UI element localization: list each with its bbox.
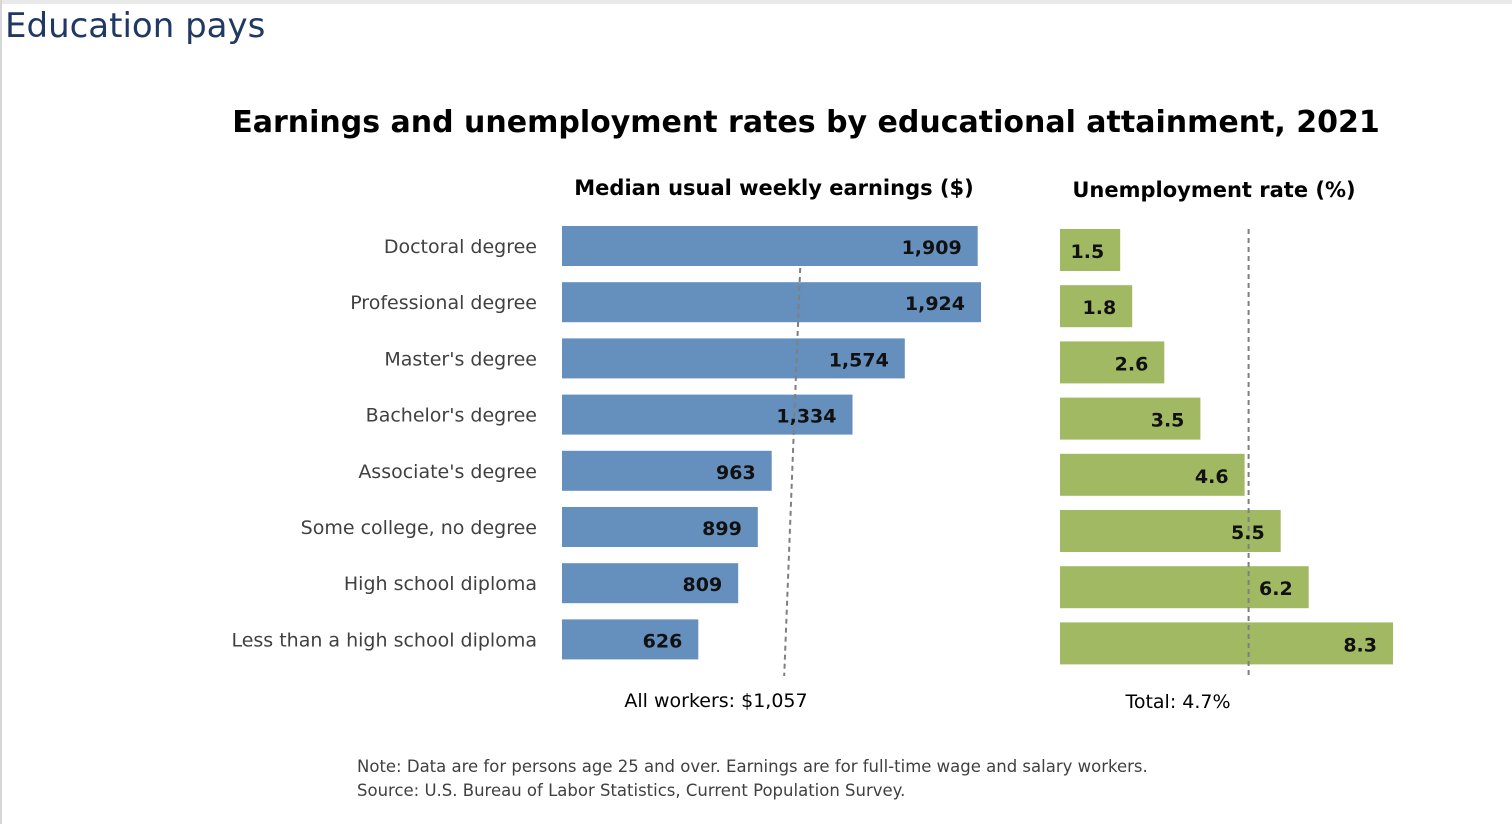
unemployment-value-label: 3.5	[1151, 410, 1185, 432]
earnings-bar	[562, 507, 758, 547]
earnings-panel-title: Median usual weekly earnings ($)	[574, 176, 973, 200]
unemployment-reference-label: Total: 4.7%	[1124, 691, 1230, 713]
unemployment-bar	[1060, 566, 1309, 609]
earnings-bar	[562, 338, 905, 379]
earnings-reference-label: All workers: $1,057	[624, 690, 807, 712]
earnings-bar	[562, 563, 739, 604]
chart-source: Source: U.S. Bureau of Labor Statistics,…	[357, 781, 905, 800]
earnings-bar	[562, 394, 853, 435]
unemployment-bar	[1060, 341, 1165, 384]
unemployment-value-label: 6.2	[1259, 578, 1293, 600]
earnings-bar	[562, 226, 978, 266]
category-label: Master's degree	[384, 348, 537, 370]
unemployment-panel-title: Unemployment rate (%)	[1072, 178, 1355, 202]
unemployment-value-label: 8.3	[1343, 634, 1377, 656]
category-label: Bachelor's degree	[366, 405, 537, 427]
earnings-value-label: 1,924	[905, 293, 965, 315]
page-title: Education pays	[5, 6, 266, 46]
earnings-value-label: 1,334	[776, 406, 836, 428]
left-border	[0, 0, 2, 824]
earnings-value-label: 809	[683, 574, 723, 596]
unemployment-bar	[1060, 229, 1121, 271]
unemployment-bar	[1060, 510, 1281, 552]
category-label: High school diploma	[344, 573, 537, 595]
category-label: Associate's degree	[358, 461, 537, 483]
earnings-value-label: 899	[702, 518, 742, 540]
earnings-bar	[562, 619, 699, 660]
unemployment-bar	[1060, 397, 1201, 440]
top-strip	[0, 0, 1512, 4]
earnings-bar	[562, 282, 981, 323]
unemployment-value-label: 2.6	[1115, 353, 1149, 375]
earnings-value-label: 626	[643, 630, 683, 652]
chart-title: Earnings and unemployment rates by educa…	[232, 105, 1380, 140]
unemployment-bar	[1060, 622, 1393, 665]
earnings-value-label: 963	[716, 462, 756, 484]
unemployment-bar	[1060, 453, 1245, 496]
category-label: Doctoral degree	[384, 236, 537, 258]
unemployment-value-label: 1.8	[1083, 297, 1117, 319]
earnings-value-label: 1,909	[902, 237, 962, 259]
chart-note: Note: Data are for persons age 25 and ov…	[357, 757, 1148, 776]
unemployment-value-label: 5.5	[1231, 522, 1265, 544]
category-label: Professional degree	[350, 292, 537, 314]
unemployment-bar	[1060, 285, 1133, 328]
unemployment-value-label: 4.6	[1195, 466, 1229, 488]
earnings-reference-line	[783, 267, 802, 677]
unemployment-value-label: 1.5	[1071, 241, 1105, 263]
category-label: Some college, no degree	[301, 517, 537, 539]
category-label: Less than a high school diploma	[231, 629, 537, 651]
earnings-value-label: 1,574	[829, 349, 889, 371]
earnings-bar	[562, 450, 772, 491]
